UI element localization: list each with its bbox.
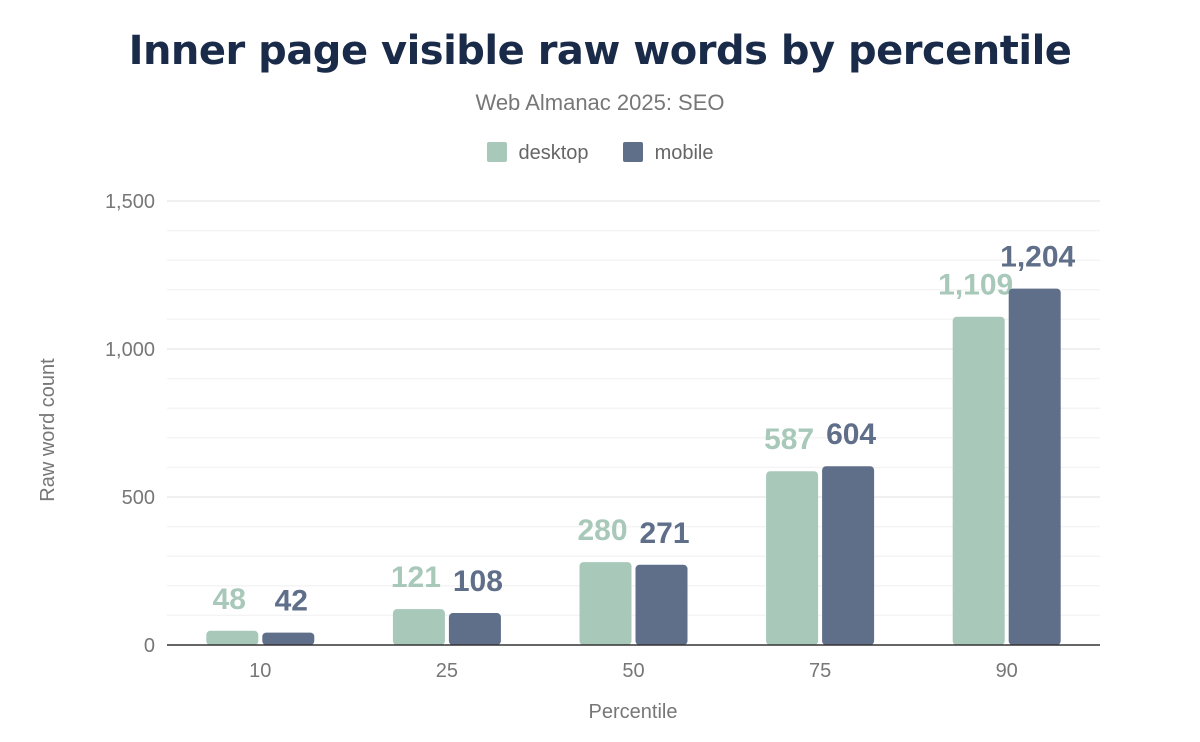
- chart-title: Inner page visible raw words by percenti…: [128, 28, 1072, 74]
- data-label-mobile: 271: [639, 517, 689, 550]
- data-label-desktop: 121: [391, 561, 441, 594]
- x-tick-label: 10: [249, 660, 271, 682]
- data-label-mobile: 604: [826, 418, 876, 451]
- legend-swatch-desktop: [486, 142, 507, 162]
- bar-mobile: [448, 613, 501, 645]
- data-label-desktop: 48: [213, 583, 246, 616]
- legend-label: mobile: [654, 142, 714, 164]
- y-tick-label: 500: [122, 487, 155, 509]
- data-label-desktop: 1,109: [938, 269, 1013, 302]
- x-tick-label: 75: [809, 660, 831, 682]
- legend: desktop mobile: [0, 142, 1200, 165]
- legend-item-desktop[interactable]: desktop: [486, 142, 589, 165]
- chart-subtitle: Web Almanac 2025: SEO: [475, 90, 725, 115]
- data-label-desktop: 280: [577, 514, 627, 547]
- x-tick-label: 90: [996, 660, 1018, 682]
- y-tick-label: 1,000: [105, 339, 155, 361]
- bar-desktop: [206, 630, 259, 645]
- data-label-desktop: 587: [764, 423, 814, 456]
- y-tick-label: 0: [144, 635, 155, 657]
- legend-swatch-mobile: [622, 142, 643, 162]
- legend-label: desktop: [518, 142, 589, 164]
- y-axis-label: Raw word count: [37, 358, 59, 502]
- data-label-mobile: 1,204: [1000, 241, 1075, 274]
- x-axis-label: Percentile: [589, 701, 678, 723]
- legend-item-mobile[interactable]: mobile: [622, 142, 714, 165]
- bar-desktop: [392, 609, 445, 645]
- bar-desktop: [766, 471, 819, 645]
- data-label-mobile: 42: [275, 585, 308, 618]
- bar-mobile: [822, 466, 875, 645]
- x-tick-label: 50: [622, 660, 644, 682]
- bar-desktop: [952, 316, 1005, 645]
- bar-desktop: [579, 562, 632, 645]
- x-tick-label: 25: [436, 660, 458, 682]
- bar-mobile: [262, 632, 315, 645]
- bar-mobile: [635, 564, 688, 645]
- bar-mobile: [1008, 288, 1061, 645]
- data-label-mobile: 108: [453, 565, 503, 598]
- y-tick-label: 1,500: [105, 191, 155, 213]
